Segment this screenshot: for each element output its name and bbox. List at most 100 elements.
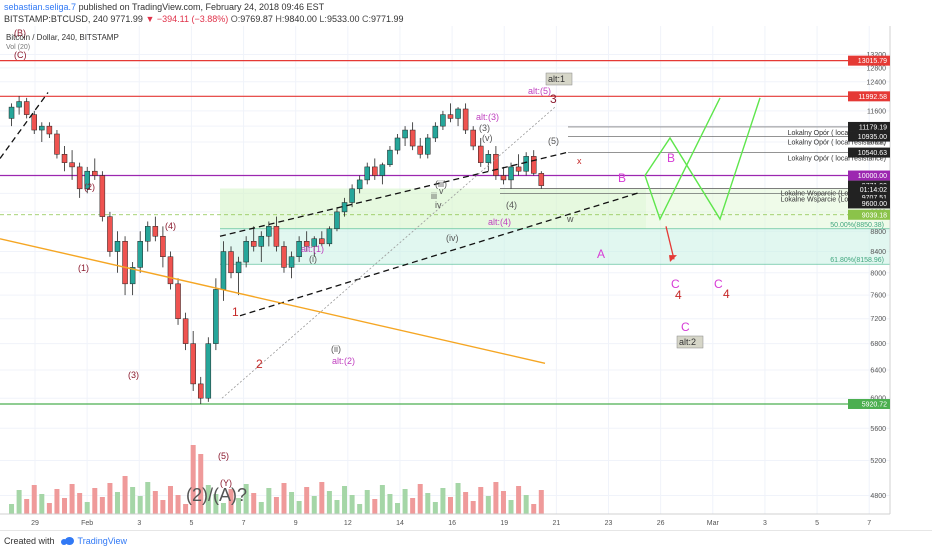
price-label-bg — [848, 131, 890, 142]
tradingview-logo-icon — [60, 536, 75, 545]
candle-body — [69, 162, 75, 168]
y-tick-label: 12400 — [867, 79, 887, 86]
open-label: O: — [230, 14, 241, 24]
wave-label: iii — [431, 191, 437, 201]
candle-body — [447, 114, 454, 119]
volume-bar — [447, 497, 453, 514]
candle-body — [303, 241, 310, 247]
candle-body — [220, 251, 227, 290]
candle-body — [493, 154, 499, 176]
x-tick-label: 21 — [552, 520, 560, 527]
candle-body — [440, 114, 446, 127]
volume-bar — [251, 493, 257, 514]
volume-bar — [69, 484, 75, 514]
volume-bar — [289, 492, 295, 514]
wave-label: (Y) — [220, 478, 232, 488]
author-link[interactable]: sebastian.seliga.7 — [4, 2, 77, 12]
candle-body — [137, 241, 143, 268]
candle-body — [356, 179, 363, 190]
wave-label: B — [667, 151, 675, 165]
down-arrow-icon: ▼ — [145, 14, 155, 24]
volume-bar — [311, 496, 317, 514]
candles-layer — [8, 96, 545, 405]
volume-bar — [114, 492, 120, 514]
volume-bar — [455, 483, 461, 514]
low-value: 9533.00 — [326, 14, 360, 24]
volume-bar — [364, 490, 370, 514]
volume-bar — [228, 489, 234, 514]
volume-bar — [77, 493, 83, 514]
annotations-layer: (B)(C)(2)(1)(3)(4)(5)(Y)(2)/(A)?123alt:(… — [14, 28, 730, 505]
volume-bar — [319, 482, 325, 514]
volume-bar — [440, 488, 446, 514]
y-tick-label: 11600 — [867, 108, 886, 115]
wave-label: (ii) — [331, 344, 341, 354]
volume-bar — [54, 489, 60, 514]
x-tick-label: 3 — [137, 520, 141, 527]
candle-body — [235, 261, 242, 274]
wave-label: w — [566, 214, 574, 224]
x-tick-label: 7 — [867, 520, 871, 527]
symbol-header: BITSTAMP:BTCUSD, 240 9771.99 ▼ −394.11 (… — [0, 13, 932, 25]
volume-bar — [175, 495, 181, 514]
wave-label: (3) — [128, 370, 139, 380]
candle-body — [31, 114, 37, 131]
red-arrow-head — [669, 255, 677, 263]
candle-body — [167, 256, 174, 285]
red-arrow-line — [665, 226, 675, 260]
wave-label: C — [714, 277, 723, 291]
candle-body — [152, 226, 159, 237]
trend-line-upper — [0, 92, 49, 159]
volume-bar — [160, 500, 166, 514]
price-label: 11179.19 — [859, 124, 887, 131]
volume-bar — [478, 487, 484, 514]
volume-bar — [46, 503, 52, 514]
candle-body — [114, 241, 121, 252]
tradingview-brand[interactable]: TradingView — [77, 535, 128, 546]
volume-bar — [508, 500, 514, 514]
volume-bar — [372, 499, 378, 514]
price-label: 9039.18 — [862, 212, 887, 219]
symbol-line: BITSTAMP:BTCUSD, 240 — [4, 14, 108, 24]
price-label: 5920.72 — [862, 401, 887, 408]
price-label: 9600.00 — [862, 201, 887, 208]
candle-body — [197, 383, 204, 399]
candle-body — [213, 289, 219, 344]
price-label-bg — [848, 398, 890, 409]
wave-label: (2)/(A)? — [186, 485, 247, 505]
candle-body — [84, 170, 90, 190]
alt-box — [545, 72, 573, 86]
candle-body — [190, 343, 196, 385]
candle-body — [228, 251, 234, 274]
candle-body — [530, 156, 537, 174]
x-tick-label: 5 — [189, 520, 193, 527]
drawings-layer — [0, 92, 761, 399]
resistance-label: Lokalny Opór ( local resistance) — [788, 140, 886, 147]
volume-bar — [334, 500, 340, 514]
volume-bar — [16, 490, 22, 514]
high-label: H: — [275, 14, 285, 24]
volume-bar — [342, 486, 348, 514]
candle-body — [281, 246, 287, 268]
price-chart[interactable]: 50.00%(8850.38) 61.80%(8158.96) Lokalny O… — [0, 26, 932, 530]
candle-body — [470, 129, 476, 147]
wave-label: A — [597, 247, 605, 261]
candle-body — [478, 145, 484, 163]
x-tick-label: 19 — [500, 520, 508, 527]
plot-background — [0, 26, 890, 514]
price-label-bg — [848, 170, 890, 181]
price-label-bg — [848, 184, 890, 195]
volume-bar — [463, 492, 469, 514]
candle-body — [326, 228, 333, 245]
wave-label: x — [577, 156, 582, 166]
y-tick-label: 7200 — [870, 316, 886, 323]
y-tick-label: 10800 — [867, 139, 887, 146]
high-value: 9840.00 — [284, 14, 317, 24]
x-tick-label: 26 — [657, 520, 665, 527]
candle-body — [455, 108, 461, 119]
volume-bar — [190, 445, 196, 514]
x-tick-label: Mar — [707, 520, 720, 527]
wave-label: C — [681, 320, 690, 334]
wave-label: (iv) — [446, 233, 459, 243]
candle-body — [311, 238, 318, 247]
